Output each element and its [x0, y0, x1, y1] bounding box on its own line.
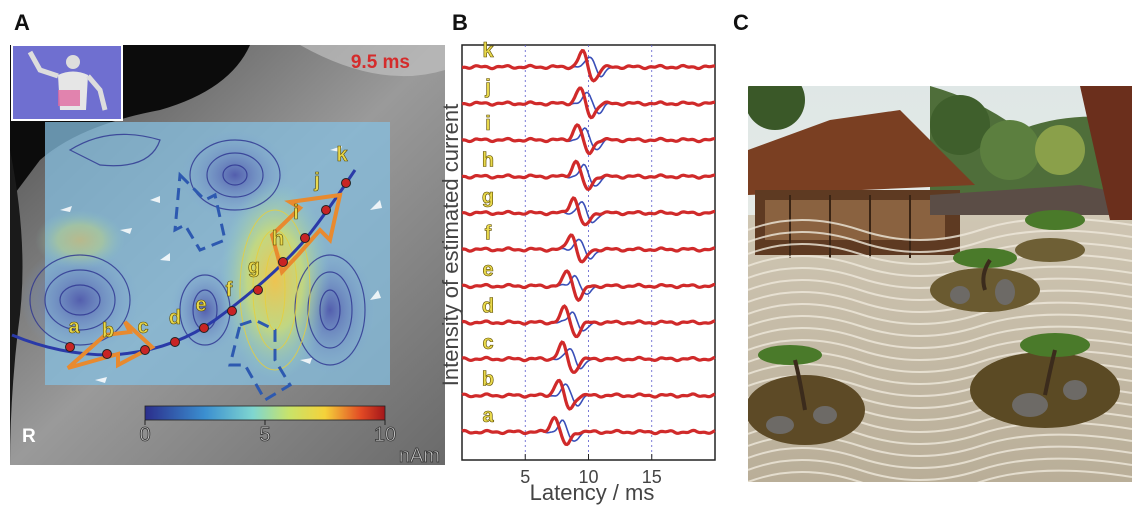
trace-label: b	[482, 369, 494, 391]
trajectory-point	[141, 346, 150, 355]
trace-label: f	[485, 223, 492, 245]
trajectory-point	[254, 286, 263, 295]
point-label: k	[336, 144, 348, 166]
trace-red	[462, 381, 715, 409]
point-label: f	[226, 279, 233, 301]
trajectory-point	[322, 206, 331, 215]
panel-label: B	[452, 10, 468, 35]
panel-label: C	[733, 10, 749, 35]
trajectory-point	[103, 350, 112, 359]
trajectory-point	[200, 324, 209, 333]
trajectory-point	[171, 338, 180, 347]
trace-red	[462, 125, 715, 154]
trace-label: c	[482, 332, 493, 354]
trajectory-point	[342, 179, 351, 188]
trace-label: e	[482, 259, 493, 281]
colorbar-unit: nAm	[399, 445, 440, 467]
trace-label: i	[485, 113, 491, 135]
point-label: d	[169, 307, 181, 329]
colorbar	[145, 406, 385, 420]
trajectory-point	[301, 234, 310, 243]
trajectory-point	[279, 258, 288, 267]
colorbar-tick-label: 10	[374, 424, 396, 446]
point-label: i	[293, 202, 299, 224]
side-label: R	[22, 426, 36, 447]
colorbar-tick-label: 5	[259, 424, 270, 446]
x-axis-label: Latency / ms	[530, 480, 655, 505]
y-axis-label: Intensity of estimated current	[438, 104, 463, 386]
point-label: g	[248, 256, 260, 278]
point-label: e	[195, 294, 206, 316]
time-label: 9.5 ms	[351, 52, 410, 73]
point-label: h	[272, 228, 284, 250]
point-label: a	[68, 316, 80, 338]
trajectory-point	[228, 307, 237, 316]
panel-label: A	[14, 10, 30, 35]
trace-label: g	[482, 186, 494, 208]
figure: A	[0, 0, 1135, 509]
trace-label: d	[482, 296, 494, 318]
trace-label: j	[484, 77, 491, 99]
point-label: c	[137, 316, 148, 338]
trace-label: a	[482, 405, 494, 427]
trace-label: h	[482, 150, 494, 172]
point-label: b	[102, 320, 114, 342]
colorbar-tick-label: 0	[139, 424, 150, 446]
trace-label: k	[482, 40, 494, 62]
trajectory-point	[66, 343, 75, 352]
garden-photo	[745, 70, 1132, 492]
point-label: j	[313, 170, 320, 192]
